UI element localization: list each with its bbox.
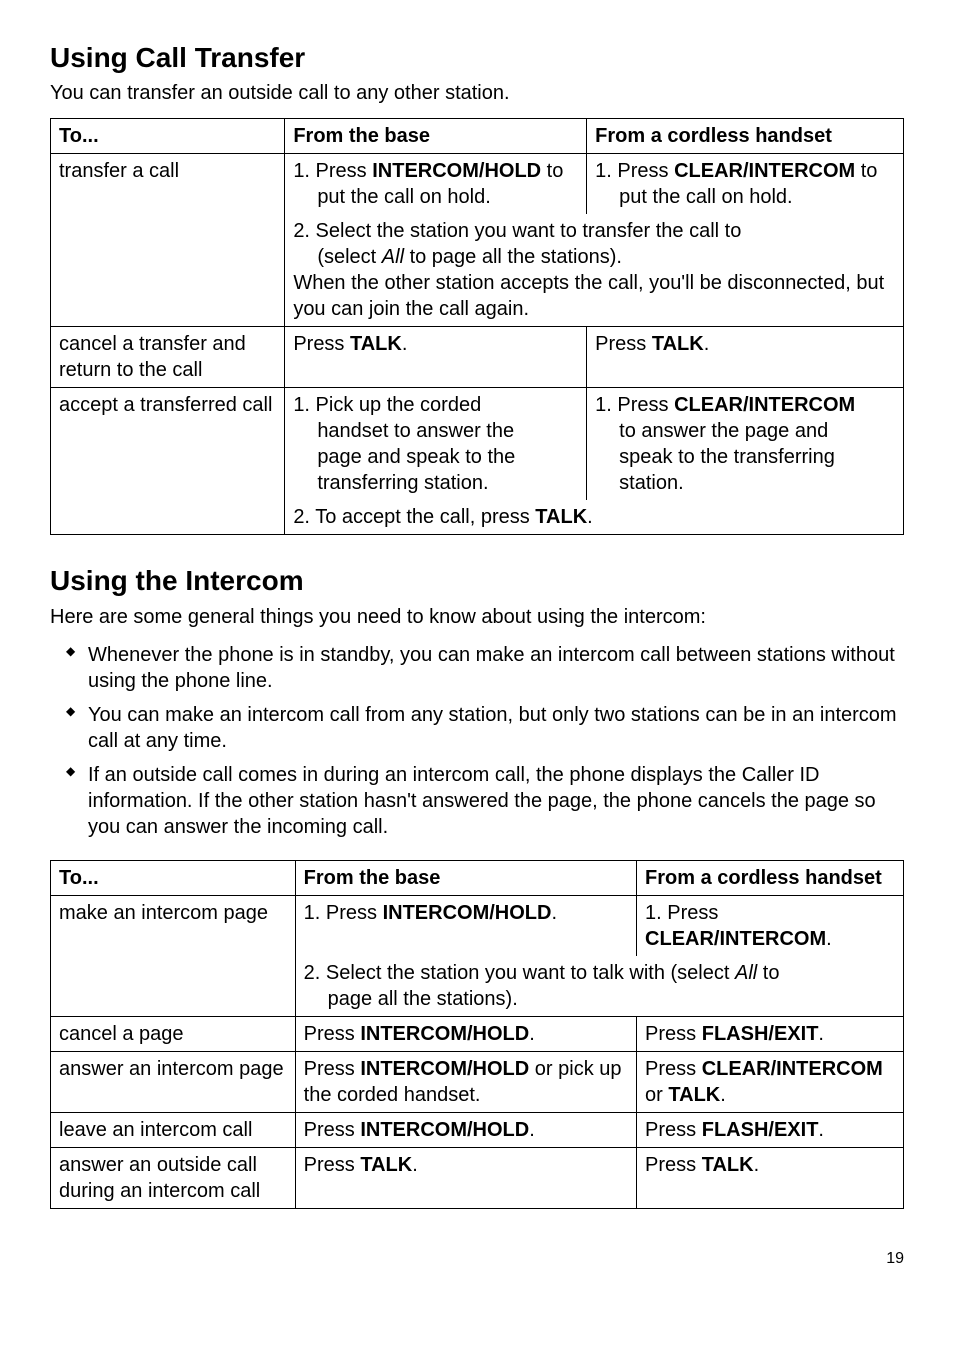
col-header: To... (51, 860, 296, 895)
table-row: cancel a transfer and return to the call… (51, 327, 904, 388)
table-row: leave an intercom call Press INTERCOM/HO… (51, 1112, 904, 1147)
cell-handset: Press TALK. (587, 327, 904, 388)
cell-shared: 2. Select the station you want to talk w… (295, 956, 903, 1017)
cell-to: answer an outside call during an interco… (51, 1147, 296, 1208)
cell-to: accept a transferred call (51, 388, 285, 535)
table-row: accept a transferred call 1. Pick up the… (51, 388, 904, 501)
cell-handset: Press CLEAR/INTERCOM or TALK. (637, 1051, 904, 1112)
section-heading: Using the Intercom (50, 563, 904, 599)
table-row: cancel a page Press INTERCOM/HOLD. Press… (51, 1016, 904, 1051)
cell-to: cancel a transfer and return to the call (51, 327, 285, 388)
table-row: answer an intercom page Press INTERCOM/H… (51, 1051, 904, 1112)
table-row: make an intercom page 1. Press INTERCOM/… (51, 895, 904, 956)
col-header: From a cordless handset (637, 860, 904, 895)
cell-handset: 1. Press CLEAR/INTERCOM to answer the pa… (587, 388, 904, 501)
cell-base: Press INTERCOM/HOLD or pick up the corde… (295, 1051, 636, 1112)
cell-to: transfer a call (51, 154, 285, 327)
bullet-list: Whenever the phone is in standby, you ca… (50, 642, 904, 840)
cell-base: Press TALK. (295, 1147, 636, 1208)
cell-base: 1. Pick up the corded handset to answer … (285, 388, 587, 501)
bullet-item: You can make an intercom call from any s… (66, 702, 904, 754)
cell-to: answer an intercom page (51, 1051, 296, 1112)
cell-base: 1. Press INTERCOM/HOLD. (295, 895, 636, 956)
col-header: To... (51, 119, 285, 154)
cell-handset: Press TALK. (637, 1147, 904, 1208)
bullet-item: Whenever the phone is in standby, you ca… (66, 642, 904, 694)
col-header: From the base (285, 119, 587, 154)
cell-handset: 1. Press CLEAR/INTERCOM. (637, 895, 904, 956)
cell-shared: 2. Select the station you want to transf… (285, 214, 904, 327)
cell-base: Press TALK. (285, 327, 587, 388)
cell-base: 1. Press INTERCOM/HOLD to put the call o… (285, 154, 587, 215)
intercom-table: To... From the base From a cordless hand… (50, 860, 904, 1209)
cell-handset: Press FLASH/EXIT. (637, 1112, 904, 1147)
table-header-row: To... From the base From a cordless hand… (51, 119, 904, 154)
cell-to: leave an intercom call (51, 1112, 296, 1147)
cell-shared: 2. To accept the call, press TALK. (285, 500, 904, 535)
section-intro: Here are some general things you need to… (50, 604, 904, 630)
col-header: From a cordless handset (587, 119, 904, 154)
cell-handset: 1. Press CLEAR/INTERCOM to put the call … (587, 154, 904, 215)
cell-base: Press INTERCOM/HOLD. (295, 1112, 636, 1147)
bullet-item: If an outside call comes in during an in… (66, 762, 904, 840)
page-number: 19 (50, 1249, 904, 1270)
call-transfer-table: To... From the base From a cordless hand… (50, 118, 904, 535)
section-intro: You can transfer an outside call to any … (50, 80, 904, 106)
col-header: From the base (295, 860, 636, 895)
table-header-row: To... From the base From a cordless hand… (51, 860, 904, 895)
section-heading: Using Call Transfer (50, 40, 904, 76)
table-row: transfer a call 1. Press INTERCOM/HOLD t… (51, 154, 904, 215)
table-row: answer an outside call during an interco… (51, 1147, 904, 1208)
cell-base: Press INTERCOM/HOLD. (295, 1016, 636, 1051)
cell-to: cancel a page (51, 1016, 296, 1051)
cell-handset: Press FLASH/EXIT. (637, 1016, 904, 1051)
cell-to: make an intercom page (51, 895, 296, 1016)
